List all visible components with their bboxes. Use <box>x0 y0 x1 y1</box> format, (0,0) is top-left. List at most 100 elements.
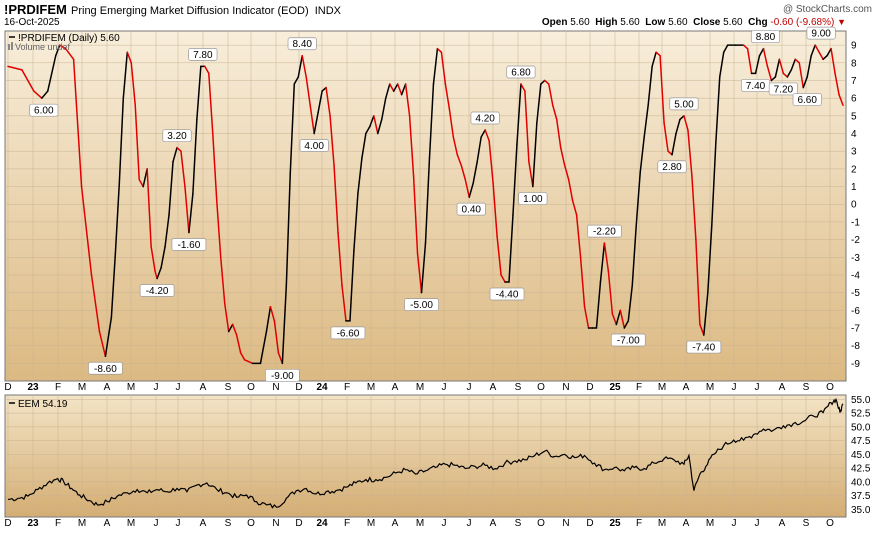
data-label: 6.00 <box>29 103 59 117</box>
series-segment <box>404 83 411 117</box>
quote-date: 16-Oct-2025 <box>4 17 60 28</box>
data-label: 5.00 <box>669 97 699 110</box>
series-segment <box>500 274 506 283</box>
x-tick-label: J <box>467 518 472 529</box>
x-tick-label: N <box>272 382 279 393</box>
x-tick-label: A <box>683 382 690 393</box>
series-segment <box>212 132 218 202</box>
series-segment <box>90 274 101 333</box>
series-segment <box>715 76 721 145</box>
data-label-box <box>88 361 123 375</box>
high-value: 5.60 <box>620 17 640 28</box>
series-segment <box>532 122 538 188</box>
data-label: 8.80 <box>750 30 781 43</box>
series-segment <box>524 90 530 163</box>
series-segment <box>110 252 117 319</box>
x-tick-label: M <box>416 518 424 529</box>
data-label: 6.60 <box>792 93 822 106</box>
x-tick-label: M <box>706 518 714 529</box>
y-tick-label: 3 <box>851 147 857 158</box>
series-segment <box>293 76 300 85</box>
x-tick-label: S <box>515 382 522 393</box>
data-label: -6.60 <box>330 326 366 339</box>
data-label-text: -7.40 <box>692 343 715 354</box>
ohlc-readout: Open 5.60 High 5.60 Low 5.60 Close 5.60 … <box>542 17 846 28</box>
series-segment <box>683 115 689 131</box>
data-label-text: -9.00 <box>271 371 294 382</box>
x-tick-label: O <box>247 518 255 529</box>
series-segment <box>631 224 637 287</box>
series-segment <box>58 44 67 50</box>
series-segment <box>160 245 166 269</box>
series-segment <box>259 330 268 365</box>
series-segment <box>341 284 347 322</box>
series-segment <box>802 76 808 89</box>
series-segment <box>428 83 435 160</box>
x-tick-label: J <box>732 382 737 393</box>
series-segment <box>373 115 379 135</box>
data-label-text: 4.20 <box>475 113 495 124</box>
series-segment <box>671 132 677 156</box>
x-tick-label: J <box>154 382 159 393</box>
series-segment <box>722 44 729 53</box>
data-label: 6.80 <box>506 65 536 79</box>
series-segment <box>329 115 335 167</box>
data-label: 7.40 <box>740 79 771 92</box>
data-label-box <box>686 340 722 354</box>
y-tick-label: 47.5 <box>851 436 871 447</box>
x-tick-label: D <box>295 382 302 393</box>
series-segment <box>627 284 634 322</box>
x-tick-label: M <box>78 518 86 529</box>
series-segment <box>830 47 836 75</box>
data-label-box <box>470 111 500 125</box>
series-segment <box>742 44 749 50</box>
series-segment <box>184 185 190 234</box>
series-segment <box>508 214 514 283</box>
y-tick-label: 45.0 <box>851 450 871 461</box>
series-segment <box>619 309 626 329</box>
y-tick-label: 1 <box>851 182 857 193</box>
data-label: -4.40 <box>489 287 525 301</box>
x-tick-label: F <box>55 518 61 529</box>
series-segment <box>551 104 558 121</box>
data-label-box <box>518 192 548 205</box>
x-tick-label: A <box>104 382 111 393</box>
chg-value: -0.60 (-9.68%) <box>770 17 835 28</box>
x-tick-label: A <box>200 382 207 393</box>
open-label: Open <box>541 17 568 28</box>
x-tick-label: J <box>442 382 447 393</box>
data-label-text: 7.40 <box>746 81 766 92</box>
series-segment <box>826 47 832 57</box>
x-tick-label: A <box>392 382 399 393</box>
series-segment <box>208 72 214 135</box>
series-segment <box>396 83 403 96</box>
chg-label: Chg <box>748 17 768 28</box>
eem-price-line <box>7 397 844 509</box>
x-tick-label: S <box>803 382 810 393</box>
x-tick-label: J <box>442 518 447 529</box>
data-label-box <box>768 82 798 96</box>
data-label: 9.00 <box>806 26 836 40</box>
series-segment <box>204 65 210 75</box>
series-segment <box>448 108 455 138</box>
series-segment <box>555 118 562 149</box>
series-segment <box>118 97 125 184</box>
series-segment <box>559 146 566 167</box>
diffusion-panel: 9 8 7 6 5 4 3 2 1 0 -1 -2 -3 -4 -5 -6 -7 -8 -9 D 23 F M A M J J A S O… <box>4 26 860 393</box>
x-tick-label: A <box>683 518 690 529</box>
series-segment <box>172 146 178 163</box>
y-tick-label: -1 <box>851 217 860 228</box>
series-segment <box>239 351 246 361</box>
x-tick-label: A <box>200 518 207 529</box>
y-tick-label: -4 <box>851 270 860 281</box>
series-segment <box>400 83 407 96</box>
data-label: 7.80 <box>188 48 218 61</box>
series-segment <box>496 235 502 276</box>
data-label-box <box>29 103 59 117</box>
series-segment <box>528 161 534 188</box>
data-label-box <box>610 333 646 347</box>
x-tick-label: F <box>344 382 350 393</box>
x-tick-label: A <box>779 518 786 529</box>
series-segment <box>146 168 152 248</box>
series-segment <box>480 129 486 138</box>
